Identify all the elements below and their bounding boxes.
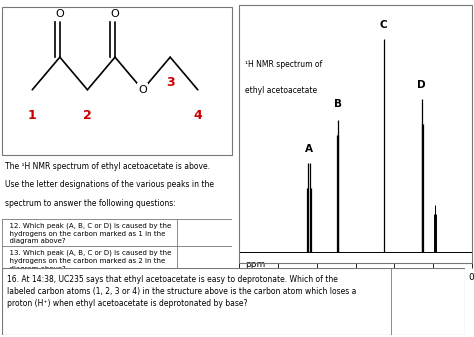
Text: 15. Which peak (A, B, C or D) is caused by the
  hydrogens on the carbon marked : 15. Which peak (A, B, C or D) is caused … [5,304,171,326]
Text: D: D [418,80,426,90]
FancyBboxPatch shape [304,274,462,308]
Text: The ¹H NMR spectrum of ethyl acetoacetate is above.: The ¹H NMR spectrum of ethyl acetoacetat… [5,162,210,171]
Text: spectrum to answer the following questions:: spectrum to answer the following questio… [5,199,175,208]
Text: Use the letter designations of the various peaks in the: Use the letter designations of the vario… [5,181,214,189]
Text: B: B [334,99,342,109]
Text: ppm: ppm [245,259,265,269]
Text: O: O [110,9,119,19]
Text: A: A [305,144,313,154]
Text: 14. Which peak (A, B, C or D) is caused by the
  hydrogens on the carbon marked : 14. Which peak (A, B, C or D) is caused … [5,277,171,299]
Text: ¹H NMR spectrum of: ¹H NMR spectrum of [245,60,322,69]
Text: C: C [380,20,388,30]
Text: 1: 1 [28,109,36,122]
Text: O: O [138,85,147,95]
Text: 16. At 14:38, UC235 says that ethyl acetoacetate is easy to deprotonate. Which o: 16. At 14:38, UC235 says that ethyl acet… [7,275,356,308]
Text: δ 1.29 (3H,t)   δ 2.27 (3H,s)
δ 3.45 (2H,s)   δ 4.20 (2H,q): δ 1.29 (3H,t) δ 2.27 (3H,s) δ 3.45 (2H,s… [314,283,417,299]
Text: 3: 3 [166,76,174,89]
Text: 12. Which peak (A, B, C or D) is caused by the
  hydrogens on the carbon marked : 12. Which peak (A, B, C or D) is caused … [5,222,171,244]
Text: 13. Which peak (A, B, C or D) is caused by the
  hydrogens on the carbon marked : 13. Which peak (A, B, C or D) is caused … [5,250,171,272]
Text: 4: 4 [193,109,202,122]
Text: O: O [55,9,64,19]
Text: 2: 2 [83,109,92,122]
Text: ethyl acetoacetate: ethyl acetoacetate [245,86,317,95]
